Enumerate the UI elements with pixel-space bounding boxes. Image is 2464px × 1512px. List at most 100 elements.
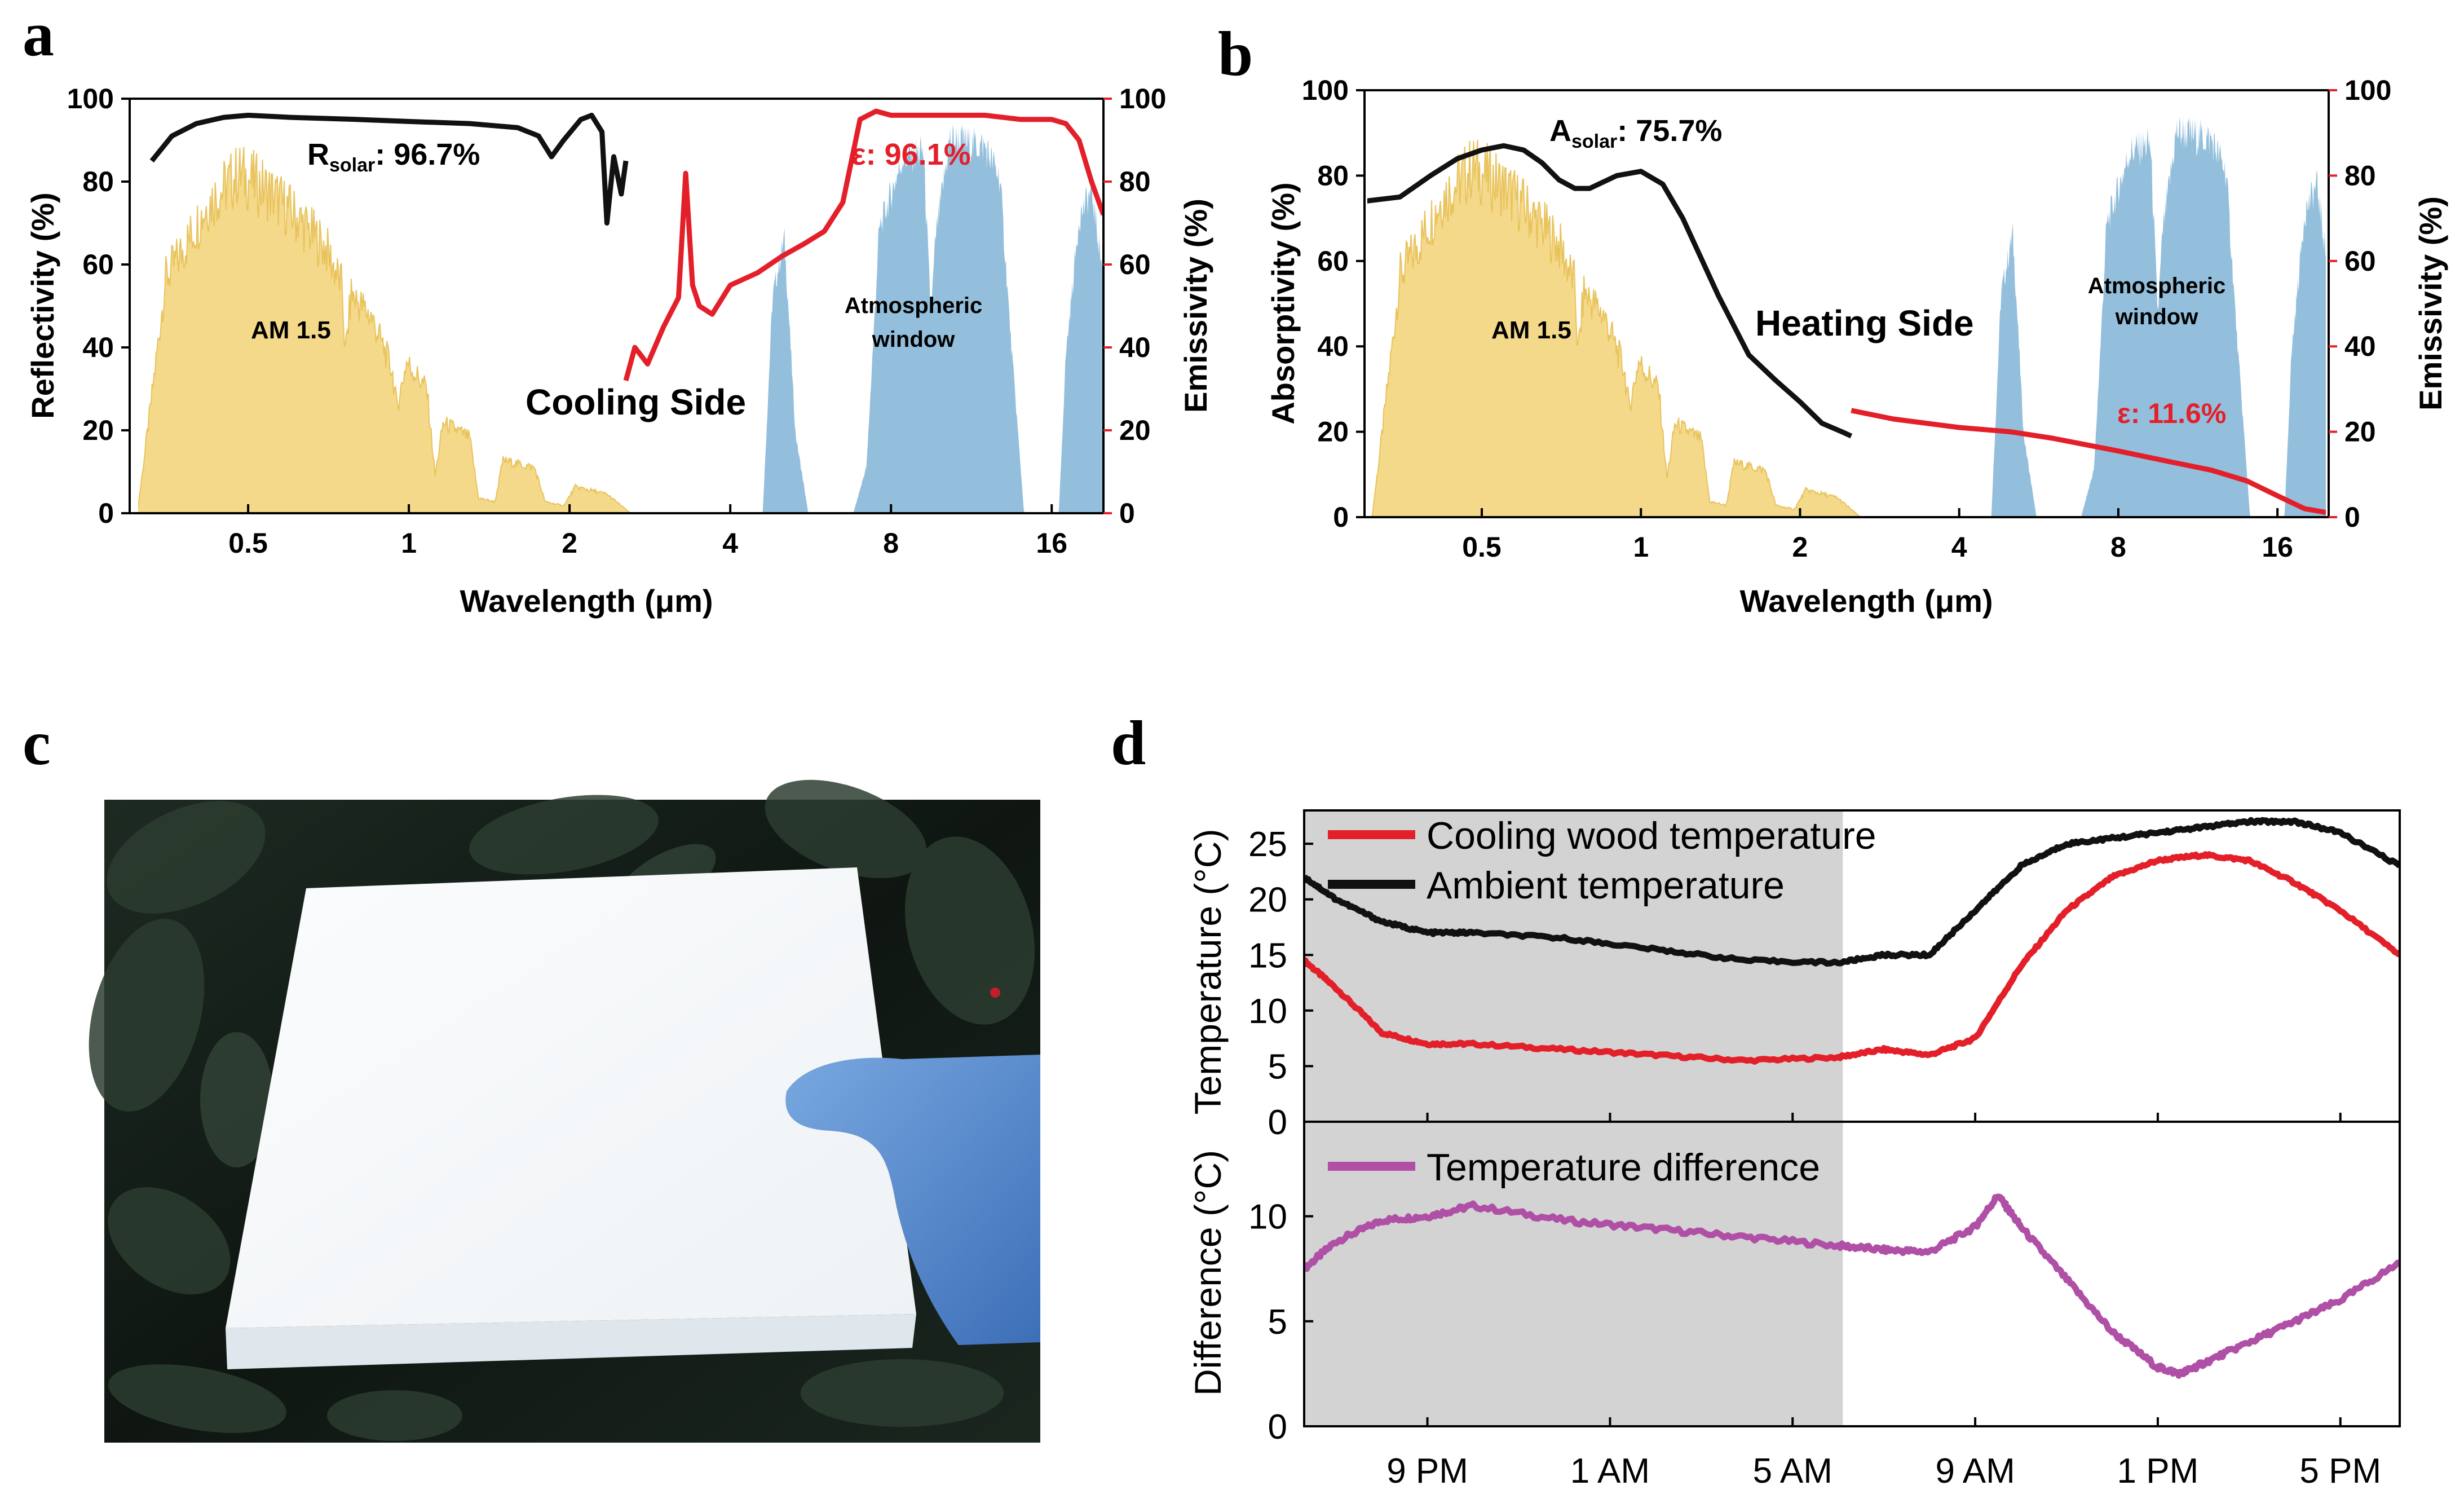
panel-label-d: d — [1111, 708, 1146, 778]
plot-frame — [1363, 89, 2330, 518]
y-right-tick-label: 100 — [1119, 83, 1166, 114]
y-tick-label: 10 — [1248, 992, 1287, 1031]
panel-label-a: a — [23, 0, 54, 69]
x-axis-label: Wavelength (μm) — [460, 583, 713, 619]
y-tick-label: 40 — [1317, 330, 1349, 362]
absorptivity-line — [1367, 143, 1853, 439]
y-axis-label-left: Absorptivity (%) — [1265, 182, 1301, 424]
x-tick-label: 0.5 — [228, 527, 268, 559]
x-tick-label: 1 PM — [2117, 1452, 2199, 1491]
x-tick-label: 1 — [1633, 531, 1649, 563]
y-tick-label: 0 — [1333, 501, 1349, 533]
leaf-shapes — [89, 779, 1035, 1441]
emissivity-annotation: ε: 96.1% — [851, 138, 971, 171]
x-tick-label: 1 AM — [1570, 1452, 1650, 1491]
emissivity-line — [623, 108, 1102, 381]
y-tick-label: 60 — [1317, 245, 1349, 277]
axes: 0.5 1 2 4 8 16 0 20 40 60 80 100 0 20 40 60 80 100 — [67, 83, 1167, 559]
side-label: Cooling Side — [526, 382, 746, 422]
y-tick-label: 0 — [1268, 1408, 1287, 1447]
ambient-temperature-line — [1304, 817, 2400, 967]
solar-spectrum-area — [138, 147, 631, 513]
y-tick-label: 20 — [82, 415, 114, 446]
y-right-tick-label: 20 — [1119, 415, 1151, 446]
y-tick-label: 20 — [1317, 416, 1349, 448]
y-right-tick-label: 100 — [2344, 74, 2391, 106]
a-solar-annotation: Asolar: 75.7% — [1549, 114, 1722, 152]
atm-window-label-1: Atmospheric — [2088, 274, 2226, 298]
axes: 0 5 10 15 20 25 — [1248, 825, 2342, 1142]
y-tick-label: 5 — [1268, 1047, 1287, 1086]
x-tick-label: 2 — [1792, 531, 1808, 563]
panel-c-photo — [89, 779, 1040, 1443]
x-tick-label: 1 — [401, 527, 417, 559]
foam-board-side — [226, 1314, 916, 1369]
panel-d-difference-chart: 0 5 10 9 PM 1 AM 5 AM 9 AM 1 PM 5 PM Temperature… — [1187, 809, 2401, 1491]
x-tick-label: 2 — [562, 527, 577, 559]
night-shading — [1304, 1122, 1843, 1426]
y-axis-label-right: Emissivity (%) — [1178, 199, 1213, 413]
legend-label-cooling: Cooling wood temperature — [1427, 814, 1876, 857]
am15-label: AM 1.5 — [1491, 316, 1571, 344]
x-tick-label: 9 PM — [1386, 1452, 1468, 1491]
panel-a-chart: 0.5 1 2 4 8 16 0 20 40 60 80 100 0 20 40 60 80 100 Rsolar… — [25, 83, 1213, 619]
panel-label-c: c — [23, 708, 51, 778]
y-right-tick-label: 0 — [1119, 497, 1135, 529]
x-tick-label: 8 — [883, 527, 899, 559]
y-axis-label-right: Emissivity (%) — [2413, 196, 2448, 411]
atm-window-label-1: Atmospheric — [845, 293, 983, 318]
y-tick-label: 20 — [1248, 881, 1287, 920]
y-right-tick-label: 60 — [2344, 245, 2376, 277]
y-axis-label: Difference (°C) — [1187, 1150, 1229, 1396]
x-tick-label: 16 — [1036, 527, 1067, 559]
x-axis-label: Wavelength (μm) — [1739, 583, 1993, 619]
y-tick-label: 100 — [67, 83, 114, 114]
solar-spectrum-area — [1371, 140, 1861, 517]
panel-b-chart: 0.5 1 2 4 8 16 0 20 40 60 80 100 0 20 40 60 80 100 Asolar… — [1265, 74, 2448, 619]
atmospheric-window-area — [762, 124, 1102, 513]
y-tick-label: 60 — [82, 249, 114, 280]
y-right-tick-label: 20 — [2344, 416, 2376, 448]
x-tick-label: 0.5 — [1462, 531, 1502, 563]
panel-d-temperature-chart: 0 5 10 15 20 25 Cooling wood temperature Ambi… — [1187, 810, 2400, 1142]
y-tick-label: 5 — [1268, 1303, 1287, 1342]
x-tick-label: 5 PM — [2299, 1452, 2381, 1491]
cooling-wood-board — [226, 867, 916, 1328]
axes: 0 5 10 9 PM 1 AM 5 AM 9 AM 1 PM 5 PM — [1248, 1198, 2381, 1491]
panel-label-b: b — [1218, 19, 1253, 89]
x-tick-label: 9 AM — [1935, 1452, 2015, 1491]
y-right-tick-label: 80 — [2344, 160, 2376, 191]
y-axis-label-left: Reflectivity (%) — [25, 192, 60, 418]
x-tick-label: 16 — [2262, 531, 2293, 563]
atm-window-label-2: window — [872, 327, 956, 352]
y-tick-label: 100 — [1302, 74, 1349, 106]
atm-window-label-2: window — [2115, 305, 2199, 329]
plot-frame — [1303, 809, 2401, 1427]
y-right-tick-label: 60 — [1119, 249, 1151, 280]
x-tick-label: 4 — [722, 527, 738, 559]
side-label: Heating Side — [1755, 303, 1974, 343]
y-tick-label: 40 — [82, 332, 114, 363]
am15-label: AM 1.5 — [251, 316, 331, 344]
x-tick-label: 4 — [1951, 531, 1967, 563]
gloved-hand — [785, 1055, 1040, 1345]
legend-label-difference: Temperature difference — [1427, 1146, 1820, 1189]
y-tick-label: 10 — [1248, 1198, 1287, 1237]
y-tick-label: 80 — [82, 166, 114, 197]
y-right-tick-label: 40 — [2344, 330, 2376, 362]
reflectivity-line — [149, 112, 629, 226]
night-shading — [1304, 810, 1843, 1122]
y-right-tick-label: 0 — [2344, 501, 2360, 533]
y-tick-label: 0 — [1268, 1103, 1287, 1142]
y-right-tick-label: 40 — [1119, 332, 1151, 363]
atmospheric-window-area — [1991, 117, 2326, 517]
red-berry — [990, 988, 1000, 998]
r-solar-annotation: Rsolar: 96.7% — [307, 138, 480, 176]
emissivity-annotation: ε: 11.6% — [2117, 398, 2226, 429]
temperature-difference-line — [1304, 1193, 2400, 1379]
legend-label-ambient: Ambient temperature — [1427, 864, 1785, 907]
y-tick-label: 0 — [98, 497, 114, 529]
y-axis-label: Temperature (°C) — [1187, 829, 1229, 1115]
y-tick-label: 80 — [1317, 160, 1349, 191]
